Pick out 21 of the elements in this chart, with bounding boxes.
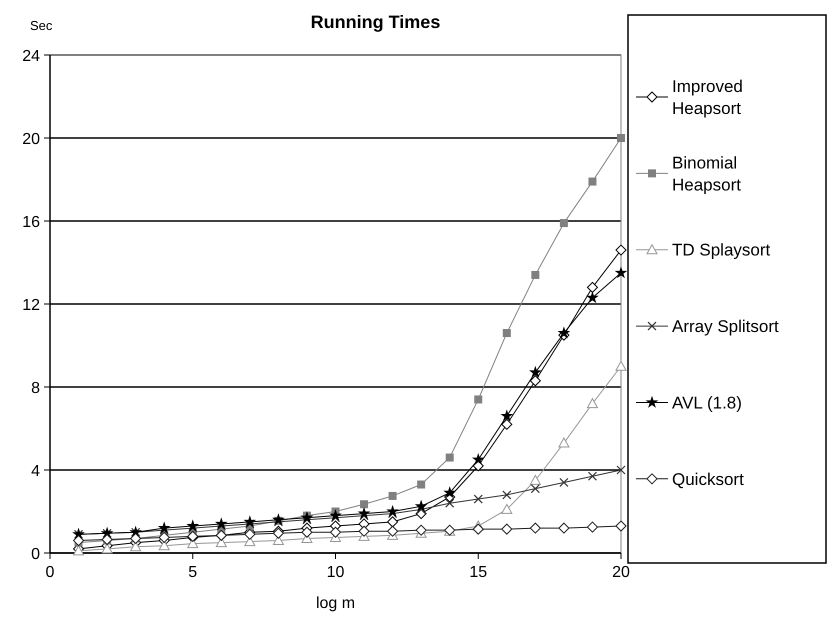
x-tick-label: 20	[612, 564, 630, 581]
x-tick-label: 0	[46, 564, 55, 581]
legend-label: Array Splitsort	[672, 317, 780, 336]
y-tick-label: 4	[31, 463, 40, 480]
x-tick-label: 5	[188, 564, 198, 581]
x-tick-label: 10	[326, 564, 344, 581]
x-tick-label: 15	[469, 564, 488, 581]
y-tick-label: 20	[22, 131, 40, 148]
legend-label: Binomial Heapsort	[672, 153, 742, 194]
y-tick-label: 12	[22, 297, 40, 314]
legend-label: Improved Heapsort	[672, 77, 743, 118]
x-axis-title: log m	[316, 595, 356, 612]
y-tick-label: 16	[22, 214, 40, 231]
y-tick-label: 24	[22, 48, 40, 65]
legend-label: Quicksort	[672, 470, 744, 489]
y-tick-label: 0	[31, 546, 40, 563]
legend-label: AVL (1.8)	[672, 393, 742, 412]
y-tick-label: 8	[31, 380, 40, 397]
legend-label: TD Splaysort	[672, 240, 771, 260]
y-axis-title: Sec	[30, 18, 53, 33]
chart-title: Running Times	[310, 12, 440, 32]
